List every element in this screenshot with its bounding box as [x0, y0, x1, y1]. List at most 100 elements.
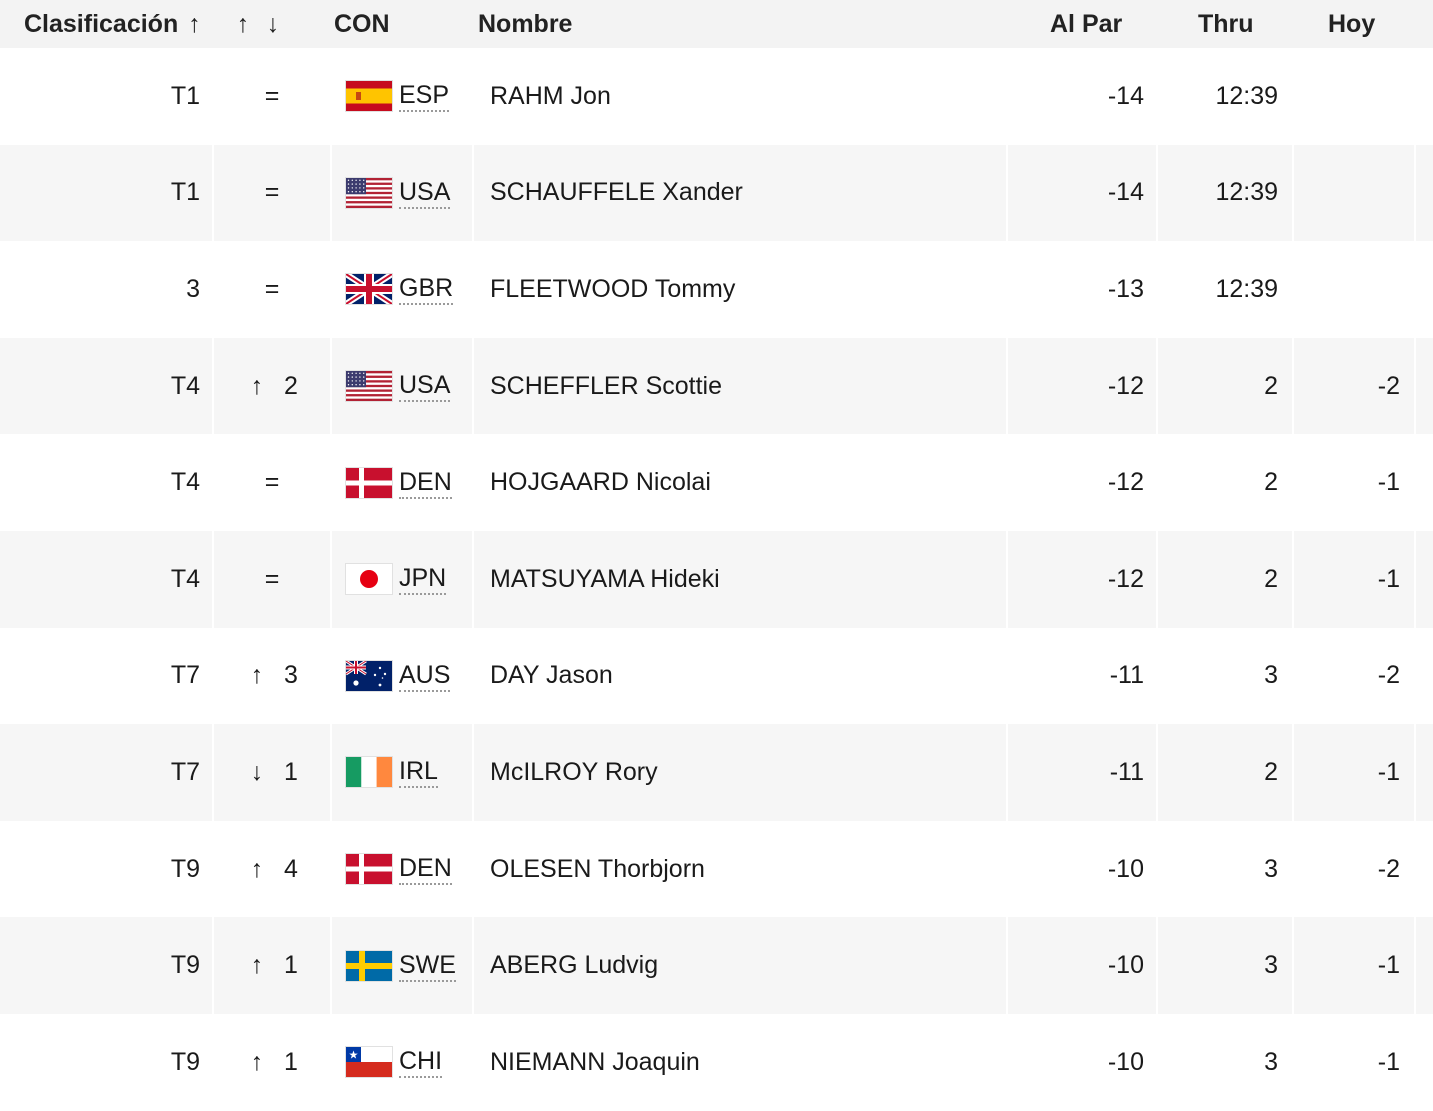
country-cell: IRL [332, 724, 472, 821]
table-row[interactable]: T9 ↑ 1 CHI NIEMANN Joaquin -10 3 -1 [0, 1013, 1433, 1111]
to-par-cell: -12 [1008, 530, 1156, 628]
player-name[interactable]: HOJGAARD Nicolai [474, 434, 1006, 531]
table-row[interactable]: T9 ↑ 1 SWE ABERG Ludvig -10 3 -1 [0, 917, 1433, 1014]
country-cell: USA [332, 144, 472, 242]
movement-value: 1 [284, 1047, 298, 1076]
today-cell: -2 [1294, 820, 1414, 918]
thru-cell: 2 [1158, 530, 1292, 628]
today-cell: -2 [1294, 337, 1414, 435]
arrow-up-icon: ↑ [250, 661, 264, 690]
player-name[interactable]: MATSUYAMA Hideki [474, 530, 1006, 628]
country-cell: USA [332, 337, 472, 435]
country-code[interactable]: IRL [399, 756, 438, 789]
movement-cell: = [214, 434, 330, 531]
player-name[interactable]: NIEMANN Joaquin [474, 1013, 1006, 1111]
country-column-header[interactable]: CON [334, 10, 390, 38]
thru-cell: 3 [1158, 1013, 1292, 1111]
country-cell: JPN [332, 530, 472, 628]
movement-cell: ↑ 4 [214, 820, 330, 918]
to-par-cell: -11 [1008, 627, 1156, 725]
row-edge [1416, 917, 1433, 1014]
rank-cell: T4 [0, 530, 212, 628]
country-code[interactable]: SWE [399, 950, 456, 982]
table-row[interactable]: 3 = GBR FLEETWOOD Tommy -13 12:39 [0, 241, 1433, 338]
rank-cell: T4 [0, 337, 212, 435]
country-code[interactable]: JPN [399, 563, 447, 596]
movement-value: 4 [284, 854, 298, 883]
arrow-down-icon[interactable]: ↓ [266, 10, 280, 38]
table-row[interactable]: T4 = DEN HOJGAARD Nicolai -12 2 -1 [0, 434, 1433, 531]
player-name[interactable]: McILROY Rory [474, 724, 1006, 821]
player-name[interactable]: FLEETWOOD Tommy [474, 241, 1006, 338]
arrow-up-icon[interactable]: ↑ [188, 10, 201, 38]
today-cell: -1 [1294, 917, 1414, 1014]
country-code[interactable]: ESP [399, 80, 450, 113]
flag-usa-icon [346, 371, 392, 402]
country-code[interactable]: DEN [399, 853, 452, 886]
flag-aus-icon [346, 660, 392, 691]
no-change-icon: = [264, 468, 280, 497]
rank-cell: 3 [0, 241, 212, 338]
thru-cell: 2 [1158, 434, 1292, 531]
country-cell: ESP [332, 48, 472, 145]
country-code[interactable]: CHI [399, 1046, 443, 1079]
country-code[interactable]: GBR [399, 273, 454, 306]
flag-usa-icon [346, 177, 392, 208]
table-row[interactable]: T4 = JPN MATSUYAMA Hideki -12 2 -1 [0, 530, 1433, 628]
no-change-icon: = [264, 178, 280, 207]
movement-cell: ↓ 1 [214, 724, 330, 821]
table-row[interactable]: T9 ↑ 4 DEN OLESEN Thorbjorn -10 3 -2 [0, 820, 1433, 918]
today-cell: -1 [1294, 1013, 1414, 1111]
arrow-up-icon[interactable]: ↑ [236, 10, 250, 38]
player-name[interactable]: SCHEFFLER Scottie [474, 337, 1006, 435]
today-cell [1294, 48, 1414, 145]
country-code[interactable]: USA [399, 177, 451, 209]
player-name[interactable]: RAHM Jon [474, 48, 1006, 145]
flag-chi-icon [346, 1047, 392, 1078]
to-par-column-header[interactable]: Al Par [1050, 10, 1123, 38]
table-row[interactable]: T7 ↑ 3 AUS DAY Jason -11 3 -2 [0, 627, 1433, 725]
to-par-cell: -14 [1008, 144, 1156, 242]
today-column-header[interactable]: Hoy [1328, 10, 1376, 38]
name-column-header[interactable]: Nombre [478, 10, 573, 38]
rank-cell: T9 [0, 917, 212, 1014]
table-row[interactable]: T7 ↓ 1 IRL McILROY Rory -11 2 -1 [0, 724, 1433, 821]
movement-cell: ↑ 1 [214, 917, 330, 1014]
movement-column-header[interactable]: ↑ ↓ [228, 0, 288, 48]
thru-column-header[interactable]: Thru [1198, 10, 1254, 38]
player-name[interactable]: DAY Jason [474, 627, 1006, 725]
flag-den-icon [346, 854, 392, 885]
row-edge [1416, 724, 1433, 821]
row-edge [1416, 241, 1433, 338]
rank-cell: T4 [0, 434, 212, 531]
to-par-cell: -13 [1008, 241, 1156, 338]
flag-gbr-icon [346, 274, 392, 305]
table-row[interactable]: T1 = ESP RAHM Jon -14 12:39 [0, 48, 1433, 145]
rank-cell: T7 [0, 724, 212, 821]
flag-esp-icon [346, 81, 392, 112]
no-change-icon: = [264, 81, 280, 110]
row-edge [1416, 48, 1433, 145]
player-name[interactable]: OLESEN Thorbjorn [474, 820, 1006, 918]
rank-column-header[interactable]: Clasificación ↑ [24, 0, 201, 48]
player-name[interactable]: SCHAUFFELE Xander [474, 144, 1006, 242]
today-cell: -1 [1294, 434, 1414, 531]
rank-header-label: Clasificación [24, 10, 179, 38]
player-name[interactable]: ABERG Ludvig [474, 917, 1006, 1014]
row-edge [1416, 434, 1433, 531]
thru-cell: 12:39 [1158, 144, 1292, 242]
country-cell: DEN [332, 820, 472, 918]
thru-cell: 3 [1158, 917, 1292, 1014]
to-par-cell: -14 [1008, 48, 1156, 145]
country-code[interactable]: DEN [399, 467, 452, 499]
leaderboard-rows: T1 = ESP RAHM Jon -14 12:39 T1 = USA SCHAUFFELE X… [0, 48, 1433, 1111]
country-code[interactable]: AUS [399, 660, 451, 692]
country-code[interactable]: USA [399, 370, 451, 403]
movement-value: 1 [284, 951, 298, 980]
flag-irl-icon [346, 757, 392, 788]
row-edge [1416, 820, 1433, 918]
table-row[interactable]: T4 ↑ 2 USA SCHEFFLER Scottie -12 2 -2 [0, 337, 1433, 435]
table-row[interactable]: T1 = USA SCHAUFFELE Xander -14 12:39 [0, 144, 1433, 242]
thru-cell: 3 [1158, 627, 1292, 725]
